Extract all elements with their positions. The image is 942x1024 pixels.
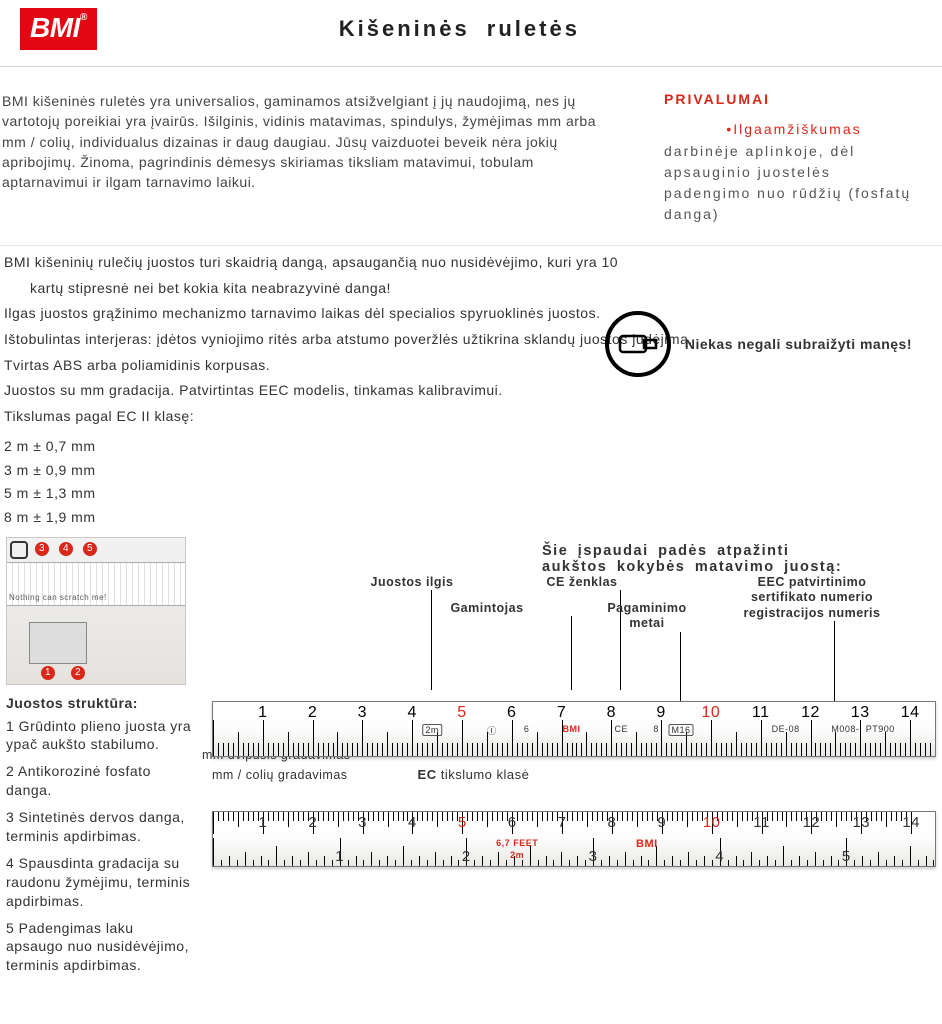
intro-text: BMI kišeninės ruletės yra universalios, … [2,91,614,225]
structure-item: 1 Grūdinto plieno juosta yra ypač aukšto… [6,717,194,755]
imprints-heading: Šie įspaudai padės atpažinti aukštos kok… [542,543,862,575]
callout-label: Juostos ilgis [362,575,462,591]
structure-item: 2 Antikorozinė fosfato danga. [6,762,194,800]
accuracy-line: 2 m ± 0,7 mm [4,436,930,458]
feature-item: BMI kišeninių rulečių juostos turi skaid… [4,252,930,274]
page-title: Kišeninės ruletės [0,16,922,42]
scratch-proof-text: Niekas negali subraižyti manęs! [685,335,912,353]
advantages-subhead: •Ilgaamžiškumas [664,121,924,137]
structure-column: 345 Nothing can scratch me! 12 Juostos s… [6,537,194,984]
callout-label: Pagaminimo metai [597,601,697,632]
feature-item: Juostos su mm gradacija. Patvirtintas EE… [4,380,930,402]
advantages-heading: PRIVALUMAI [664,91,924,107]
callout-labels: Juostos ilgis Gamintojas CE ženklas Pagamin… [212,575,936,695]
accuracy-line: 8 m ± 1,9 mm [4,507,930,529]
callout-label: Gamintojas [437,601,537,617]
ruler-inch: 1234512345678910111213146,7 FEET2mBMI [212,811,936,867]
tape-structure-thumb: 345 Nothing can scratch me! 12 [6,537,186,685]
feature-item-cont: kartų stipresnė nei bet kokia kita neabr… [4,278,930,300]
scratch-proof-icon: Niekas negali subraižyti manęs! [605,311,912,377]
accuracy-line: 3 m ± 0,9 mm [4,460,930,482]
structure-list: 1 Grūdinto plieno juosta yra ypač aukšto… [6,717,194,976]
advantages-body: darbinėje aplinkoje, dėl apsauginio juos… [664,141,924,225]
feature-item: Tikslumas pagal EC II klasę: [4,406,930,428]
accuracy-line: 5 m ± 1,3 mm [4,483,930,505]
graduation-label-2: mm / colių gradavimas [212,767,348,784]
tape-icon [605,311,671,377]
brand-logo: BMI® [20,8,97,50]
intro-row: BMI kišeninės ruletės yra universalios, … [0,67,942,237]
features-list: BMI kišeninių rulečių juostos turi skaid… [0,245,942,537]
structure-item: 3 Sintetinės dervos danga, terminis apdi… [6,808,194,846]
header-bar: BMI® Kišeninės ruletės [0,0,942,67]
ruler-cm: 12345678910111213142mⒾ6BMICE8M16DE-08M00… [212,701,936,757]
tape-diagram-column: Šie įspaudai padės atpažinti aukštos kok… [202,537,936,984]
callout-label: CE ženklas [532,575,632,591]
diagram-section: 345 Nothing can scratch me! 12 Juostos s… [0,537,942,996]
below-labels: mm / colių gradavimas EC EC tikslumo kla… [212,767,936,784]
callout-label: EEC patvirtinimo sertifikato numerio reg… [742,575,882,622]
structure-heading: Juostos struktūra: [6,695,194,711]
structure-item: 4 Spausdinta gradacija su raudonu žymėji… [6,854,194,911]
advantages-box: PRIVALUMAI •Ilgaamžiškumas darbinėje apl… [664,91,924,225]
ec-class-label: EC EC tikslumo klasėtikslumo klasė [418,767,530,784]
structure-item: 5 Padengimas laku apsaugo nuo nusidėvėji… [6,919,194,976]
accuracy-list: 2 m ± 0,7 mm 3 m ± 0,9 mm 5 m ± 1,3 mm 8… [4,436,930,529]
